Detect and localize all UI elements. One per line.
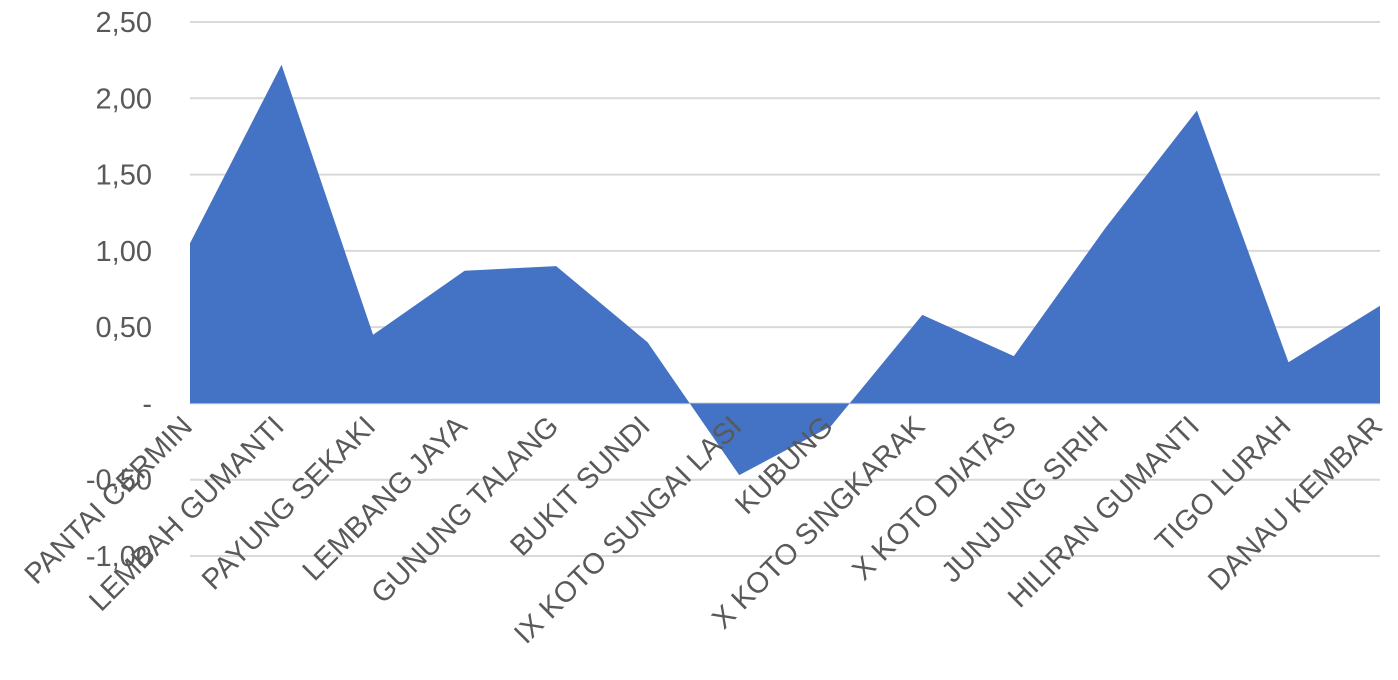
x-category-label: JUNJUNG SIRIH [936, 410, 1115, 589]
x-category-label: PAYUNG SEKAKI [196, 410, 382, 596]
y-tick-label: 2,50 [96, 7, 152, 39]
x-category-label: LEMBANG JAYA [297, 410, 474, 587]
x-category-label: DANAU KEMBAR [1202, 410, 1389, 597]
area-fill [190, 64, 1380, 476]
y-tick-label: 1,50 [96, 160, 152, 192]
y-tick-label: 0,50 [96, 312, 152, 344]
y-tick-label: - [142, 388, 152, 420]
x-category-label: X KOTO DIATAS [846, 410, 1022, 586]
y-tick-label: -1,00 [86, 541, 152, 573]
y-tick-label: 1,00 [96, 236, 152, 268]
area-series [190, 64, 1380, 476]
y-tick-label: -0,50 [86, 465, 152, 497]
y-tick-label: 2,00 [96, 83, 152, 115]
y-axis-tick-labels: 2,50 2,00 1,50 1,00 0,50 - -0,50 -1,00 [86, 7, 152, 573]
